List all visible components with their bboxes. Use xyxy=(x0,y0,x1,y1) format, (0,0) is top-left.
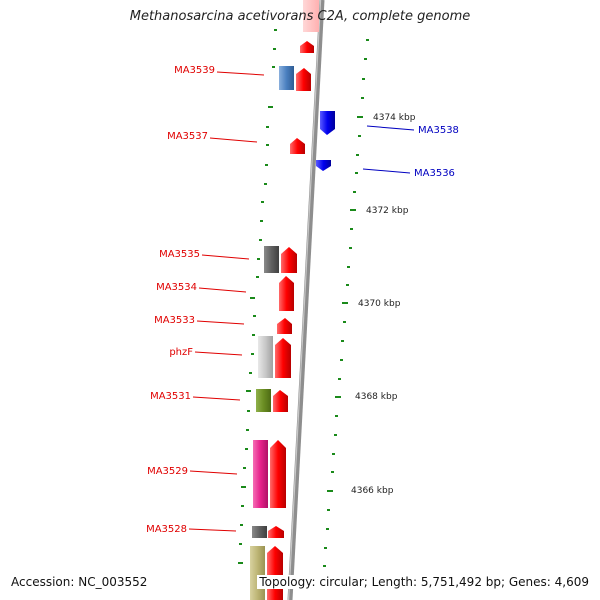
scale-label-4368: 4368 kbp xyxy=(355,392,398,402)
gene-feature[interactable] xyxy=(268,526,284,538)
gene-feature[interactable] xyxy=(300,41,314,53)
gene-feature[interactable] xyxy=(296,68,311,91)
gene-label[interactable]: MA3529 xyxy=(147,466,188,477)
scale-label-4370: 4370 kbp xyxy=(358,299,401,309)
gene-label[interactable]: MA3537 xyxy=(167,131,208,142)
gene-feature[interactable] xyxy=(267,546,283,600)
gene-label[interactable]: MA3535 xyxy=(159,249,200,260)
gene-phzf[interactable] xyxy=(258,336,273,378)
gene-ma3531[interactable] xyxy=(256,389,271,412)
gene-feature[interactable] xyxy=(290,138,305,154)
label-leader-lines xyxy=(188,71,415,532)
gene-label[interactable]: MA3531 xyxy=(150,391,191,402)
gene-label[interactable]: MA3539 xyxy=(174,65,215,76)
gene-feature[interactable] xyxy=(281,247,297,273)
gene-ma3529[interactable] xyxy=(253,440,268,508)
map-title: Methanosarcina acetivorans C2A, complete… xyxy=(129,9,471,24)
gene-label[interactable]: MA3538 xyxy=(418,125,459,136)
colored-gene-features xyxy=(250,66,294,600)
left-gene-labels: MA3539 MA3537 MA3535 MA3534 MA3533 phzF … xyxy=(146,65,215,535)
gene-label[interactable]: MA3528 xyxy=(146,524,187,535)
genome-backbone-highlight xyxy=(288,0,322,600)
gene-feature[interactable] xyxy=(270,440,286,508)
gene-ma3538[interactable] xyxy=(320,111,335,135)
gene-ma3536[interactable] xyxy=(316,160,331,171)
gene-ma3535[interactable] xyxy=(264,246,279,273)
right-gene-labels: MA3538 MA3536 xyxy=(414,125,459,179)
gene-label[interactable]: MA3533 xyxy=(154,315,195,326)
gene-ma3539[interactable] xyxy=(279,66,294,90)
gene-feature[interactable] xyxy=(275,338,291,378)
gene-label[interactable]: MA3534 xyxy=(156,282,197,293)
gene-feature[interactable] xyxy=(277,318,292,334)
gene-feature-khaki[interactable] xyxy=(250,546,265,600)
gene-feature[interactable] xyxy=(303,0,319,32)
reverse-strand-features xyxy=(316,111,335,171)
right-ruler-ticks xyxy=(323,39,369,567)
genome-backbone xyxy=(287,0,325,600)
scale-label-4372: 4372 kbp xyxy=(366,206,409,216)
gene-feature[interactable] xyxy=(273,390,288,412)
gene-label[interactable]: MA3536 xyxy=(414,168,455,179)
scale-label-4366: 4366 kbp xyxy=(351,486,394,496)
scale-label-4374: 4374 kbp xyxy=(373,113,416,123)
accession-text: Accession: NC_003552 xyxy=(9,575,150,589)
left-ruler-ticks xyxy=(238,29,277,564)
gene-feature[interactable] xyxy=(279,276,294,311)
gene-label[interactable]: phzF xyxy=(169,347,193,358)
gene-ma3528[interactable] xyxy=(252,526,267,538)
genome-summary-text: Topology: circular; Length: 5,751,492 bp… xyxy=(257,575,591,589)
